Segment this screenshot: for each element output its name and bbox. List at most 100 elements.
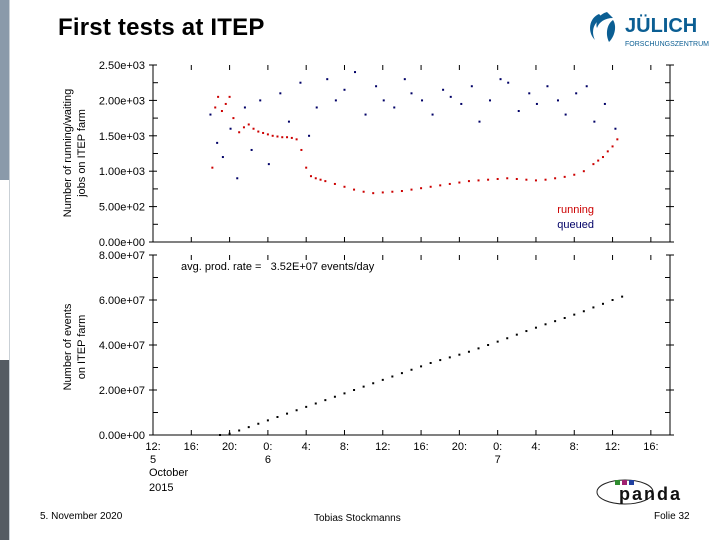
data-point-queued (326, 78, 329, 81)
data-point-running (597, 159, 600, 162)
data-point-queued (382, 99, 385, 102)
data-point-events (467, 350, 470, 353)
data-point-running (305, 166, 308, 169)
x-tick-label: 8: (340, 441, 349, 453)
data-point-running (247, 123, 250, 126)
data-point-events (286, 412, 289, 415)
data-point-running (606, 150, 609, 153)
data-point-queued (528, 92, 531, 95)
data-point-events (238, 429, 241, 432)
panda-logo-text: panda (619, 484, 682, 504)
data-point-running (242, 126, 245, 129)
data-point-running (592, 163, 595, 166)
data-point-running (224, 102, 227, 105)
logo-text: JÜLICH (625, 14, 697, 37)
data-point-queued (614, 127, 617, 130)
data-point-running (544, 178, 547, 181)
data-point-queued (603, 102, 606, 105)
data-point-events (305, 405, 308, 408)
data-point-queued (421, 99, 424, 102)
data-point-running (496, 177, 499, 180)
data-point-events (410, 368, 413, 371)
data-point-running (429, 185, 432, 188)
data-point-events (276, 416, 279, 418)
data-point-queued (564, 113, 567, 116)
panda-logo-mark-blue (629, 480, 634, 485)
data-point-running (381, 191, 384, 194)
x-tick-label: 20: (222, 441, 237, 453)
data-point-queued (221, 156, 224, 159)
data-point-events (554, 320, 557, 323)
data-point-queued (315, 106, 318, 109)
x-tick-label: 4: (302, 441, 311, 453)
y-tick-label: 5.00e+02 (99, 202, 145, 214)
data-point-running (601, 156, 604, 159)
left-divider-line (9, 0, 10, 540)
data-point-queued (299, 81, 302, 84)
legend-queued: queued (557, 219, 594, 231)
data-point-queued (478, 120, 481, 123)
data-point-events (458, 353, 461, 356)
data-point-events (563, 317, 566, 319)
top-ylabel-line2: jobs on ITEP farm (76, 109, 88, 198)
data-point-events (266, 419, 269, 422)
data-point-events (487, 344, 490, 346)
data-point-queued (334, 99, 337, 102)
panda-logo-mark-green (615, 480, 620, 485)
data-point-events (247, 426, 250, 429)
data-point-events (362, 385, 365, 388)
data-point-queued (243, 106, 246, 109)
data-point-queued (343, 88, 346, 91)
x-tick-label: 0: (263, 441, 272, 453)
y-tick-label: 4.00e+07 (99, 340, 145, 352)
x-tick-label: 12: (605, 441, 620, 453)
data-point-events (324, 399, 327, 402)
data-point-events (420, 365, 423, 368)
data-point-queued (259, 99, 262, 102)
data-point-events (429, 362, 432, 364)
data-point-queued (364, 113, 367, 116)
data-point-queued (546, 85, 549, 88)
panda-logo-mark-magenta (622, 480, 627, 485)
data-point-queued (354, 71, 357, 74)
bottom-ylabel-line2: on ITEP farm (76, 315, 88, 380)
data-point-running (262, 131, 265, 134)
data-point-running (506, 177, 509, 180)
data-point-events (611, 299, 614, 301)
y-tick-label: 1.00e+03 (99, 166, 145, 178)
y-tick-label: 0.00e+00 (99, 430, 145, 442)
data-point-queued (216, 141, 219, 144)
x-tick-label: 16: (643, 441, 658, 453)
data-point-queued (267, 163, 270, 166)
data-point-running (271, 134, 274, 137)
data-point-running (353, 188, 356, 191)
data-point-queued (449, 95, 452, 98)
data-point-queued (489, 99, 492, 102)
data-point-events (544, 323, 547, 326)
y-tick-label: 2.50e+03 (99, 60, 145, 72)
data-point-queued (375, 85, 378, 88)
data-point-queued (410, 92, 413, 95)
x-year-label: 2015 (149, 482, 173, 494)
x-tick-label: 16: (184, 441, 199, 453)
data-point-running (534, 179, 537, 182)
rate-annotation: avg. prod. rate = 3.52E+07 events/day (181, 261, 375, 273)
panda-logo: panda (596, 479, 682, 505)
y-tick-label: 8.00e+07 (99, 250, 145, 262)
x-day-label: 7 (495, 454, 501, 466)
data-point-running (611, 145, 614, 148)
data-point-running (410, 188, 413, 191)
data-point-events (228, 432, 231, 435)
data-point-running (228, 95, 231, 98)
x-tick-label: 16: (413, 441, 428, 453)
data-point-running (467, 180, 470, 183)
data-point-running (266, 133, 269, 136)
data-point-queued (499, 78, 502, 81)
data-point-queued (403, 78, 406, 81)
data-point-queued (229, 127, 232, 130)
data-point-events (353, 389, 356, 391)
data-point-events (372, 382, 375, 385)
x-tick-label: 12: (145, 441, 160, 453)
x-month-label: October (149, 467, 188, 479)
data-point-running (563, 175, 566, 178)
